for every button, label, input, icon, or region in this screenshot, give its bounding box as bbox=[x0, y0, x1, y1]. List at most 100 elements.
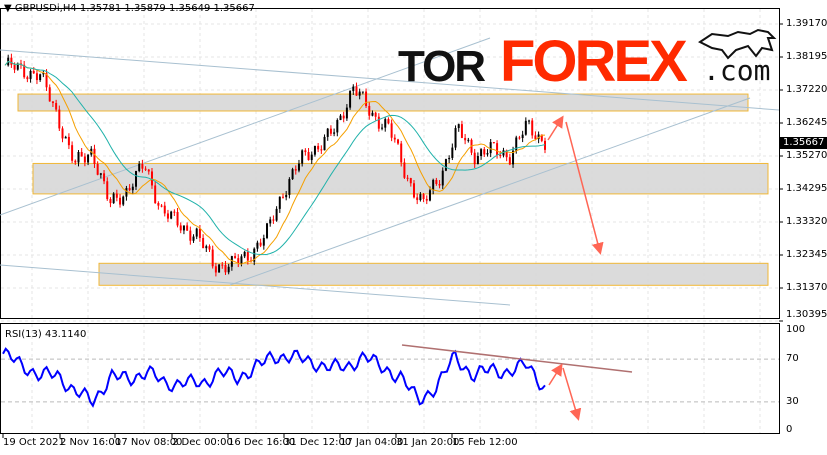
candle bbox=[438, 183, 441, 186]
candle bbox=[23, 64, 26, 78]
candle bbox=[93, 148, 96, 165]
candle bbox=[221, 264, 224, 266]
candle bbox=[10, 57, 13, 65]
candle bbox=[483, 149, 486, 155]
candle bbox=[269, 219, 272, 224]
price-tick: 1.30395 bbox=[786, 309, 827, 320]
time-tick: 31 Dec 12:00 bbox=[284, 437, 352, 448]
candle bbox=[138, 163, 141, 172]
candle bbox=[358, 91, 361, 96]
candle bbox=[144, 168, 147, 170]
candle bbox=[51, 101, 54, 104]
candle bbox=[534, 135, 537, 140]
forecast-arrow bbox=[548, 363, 563, 386]
candle bbox=[80, 151, 83, 157]
candle bbox=[326, 128, 329, 137]
candle bbox=[342, 115, 345, 119]
candle bbox=[451, 147, 454, 158]
candle bbox=[441, 170, 444, 186]
candle bbox=[192, 236, 195, 241]
candle bbox=[329, 128, 332, 134]
candle bbox=[460, 124, 463, 138]
time-tick: 15 Feb 12:00 bbox=[452, 437, 518, 448]
price-tick: 1.32345 bbox=[786, 249, 827, 260]
candle bbox=[83, 156, 86, 163]
candle bbox=[125, 188, 128, 197]
rsi-tick: 70 bbox=[786, 353, 799, 364]
candle bbox=[515, 137, 518, 151]
support-resistance-zone bbox=[17, 93, 749, 112]
candle bbox=[540, 134, 543, 141]
price-tick: 1.33320 bbox=[786, 216, 827, 227]
rsi-frame bbox=[0, 323, 780, 434]
candle bbox=[435, 179, 438, 184]
candle bbox=[67, 136, 70, 146]
candle bbox=[512, 150, 515, 165]
current-price-label: 1.35667 bbox=[780, 137, 827, 149]
candle bbox=[253, 248, 256, 262]
candle bbox=[128, 188, 131, 191]
candle bbox=[528, 120, 531, 122]
candle bbox=[39, 74, 42, 81]
rsi-tick: 0 bbox=[786, 424, 793, 435]
candle bbox=[227, 266, 230, 273]
candle bbox=[150, 171, 153, 186]
moving-average-slow bbox=[4, 60, 546, 256]
candle bbox=[96, 164, 99, 175]
candle bbox=[336, 120, 339, 133]
candle bbox=[307, 152, 310, 161]
candle bbox=[297, 163, 300, 171]
candle bbox=[141, 163, 144, 169]
forecast-arrow bbox=[562, 367, 582, 421]
candle bbox=[313, 145, 316, 155]
price-tick: 1.31370 bbox=[786, 282, 827, 293]
candle bbox=[425, 199, 428, 201]
candle bbox=[355, 86, 358, 96]
candle bbox=[476, 156, 479, 165]
candle bbox=[115, 193, 118, 198]
candle bbox=[176, 212, 179, 226]
candle bbox=[240, 256, 243, 264]
trend-line bbox=[0, 37, 491, 216]
time-tick: 16 Dec 16:00 bbox=[228, 437, 296, 448]
candle bbox=[387, 119, 390, 124]
candle bbox=[42, 73, 45, 75]
candle bbox=[502, 150, 505, 156]
rsi-title: RSI(13) 43.1140 bbox=[5, 329, 87, 340]
symbol-title: ▼ GBPUSDi,H4 1.35781 1.35879 1.35649 1.3… bbox=[4, 3, 255, 15]
candle bbox=[13, 64, 16, 70]
candle bbox=[448, 157, 451, 160]
candle bbox=[106, 181, 109, 200]
candle bbox=[211, 249, 214, 267]
time-tick: 19 Oct 2021 bbox=[3, 437, 65, 448]
candle bbox=[182, 225, 185, 231]
candle bbox=[432, 179, 435, 191]
candle bbox=[218, 264, 221, 273]
candle bbox=[531, 120, 534, 136]
candle bbox=[157, 203, 160, 206]
time-tick: 2 Nov 16:00 bbox=[60, 437, 122, 448]
candle bbox=[35, 73, 38, 81]
candle bbox=[496, 143, 499, 155]
moving-average-fast bbox=[4, 60, 546, 265]
rsi-tick: 100 bbox=[786, 324, 806, 335]
candle bbox=[173, 211, 176, 213]
candle bbox=[467, 139, 470, 141]
dropdown-icon[interactable]: ▼ bbox=[4, 3, 15, 14]
candle bbox=[243, 251, 246, 257]
candle bbox=[521, 134, 524, 139]
candle bbox=[428, 190, 431, 201]
candle bbox=[365, 91, 368, 107]
candle bbox=[323, 136, 326, 151]
candle bbox=[397, 139, 400, 144]
candle bbox=[291, 169, 294, 180]
logo-text-red: FOREX bbox=[500, 29, 688, 94]
candle bbox=[262, 237, 265, 246]
candle bbox=[99, 173, 102, 175]
candle bbox=[234, 256, 237, 259]
candle bbox=[406, 177, 409, 179]
candle bbox=[301, 150, 304, 164]
candle bbox=[122, 196, 125, 205]
forecast-arrow bbox=[547, 115, 564, 141]
